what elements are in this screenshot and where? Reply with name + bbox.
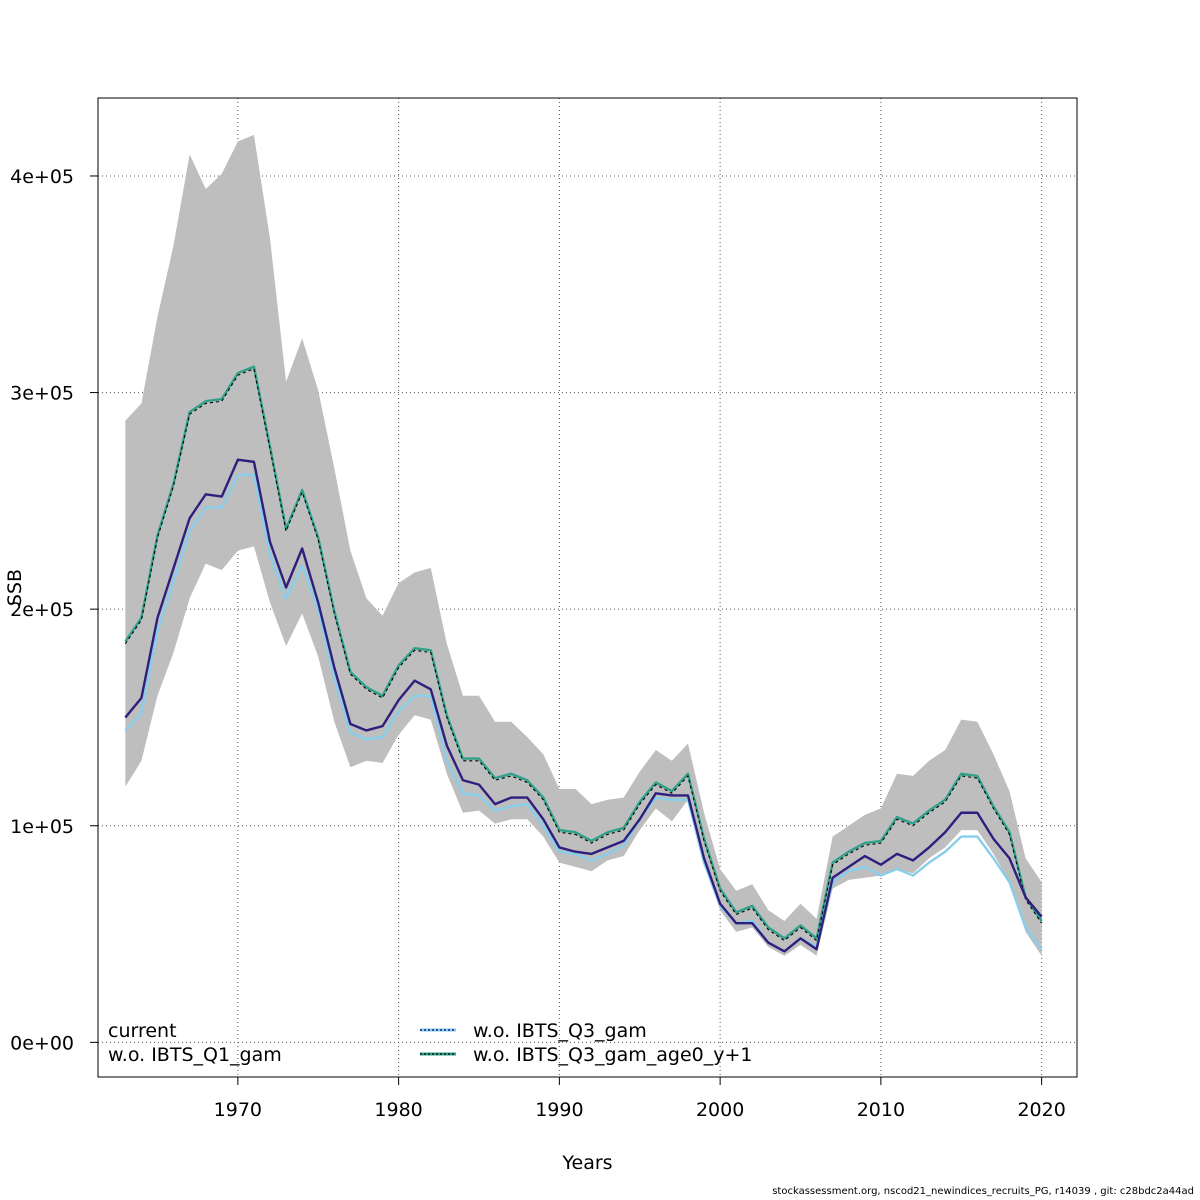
confidence-band (125, 134, 1042, 956)
y-tick-label: 0e+00 (10, 1032, 74, 1054)
legend-label: current (108, 1020, 177, 1042)
y-tick-label: 2e+05 (10, 599, 74, 621)
legend-label: w.o. IBTS_Q3_gam (473, 1020, 647, 1042)
y-axis: 0e+00 1e+05 2e+05 3e+05 4e+05 (10, 166, 98, 1054)
legend-label: w.o. IBTS_Q3_gam_age0_y+1 (473, 1044, 753, 1066)
y-axis-title: SSB (4, 569, 26, 606)
x-tick-label: 1980 (374, 1099, 422, 1121)
x-tick-label: 2000 (696, 1099, 744, 1121)
x-tick-label: 1970 (214, 1099, 262, 1121)
y-tick-label: 4e+05 (10, 166, 74, 188)
y-tick-label: 3e+05 (10, 383, 74, 405)
series-line-4 (124, 458, 1043, 953)
footer-caption: stockassessment.org, nscod21_newindices_… (772, 1186, 1194, 1197)
y-tick-label: 1e+05 (10, 816, 74, 838)
x-axis: 1970 1980 1990 2000 2010 2020 (214, 1077, 1066, 1121)
plot-frame (97, 97, 1078, 1078)
confidence-band-area (125, 134, 1042, 956)
x-tick-label: 2010 (857, 1099, 905, 1121)
x-tick-label: 2020 (1017, 1099, 1065, 1121)
series-line-3 (124, 473, 1043, 953)
series-lines (124, 365, 1043, 953)
legend-label: w.o. IBTS_Q1_gam (108, 1044, 282, 1066)
x-axis-title: Years (561, 1152, 612, 1174)
x-tick-label: 1990 (535, 1099, 583, 1121)
